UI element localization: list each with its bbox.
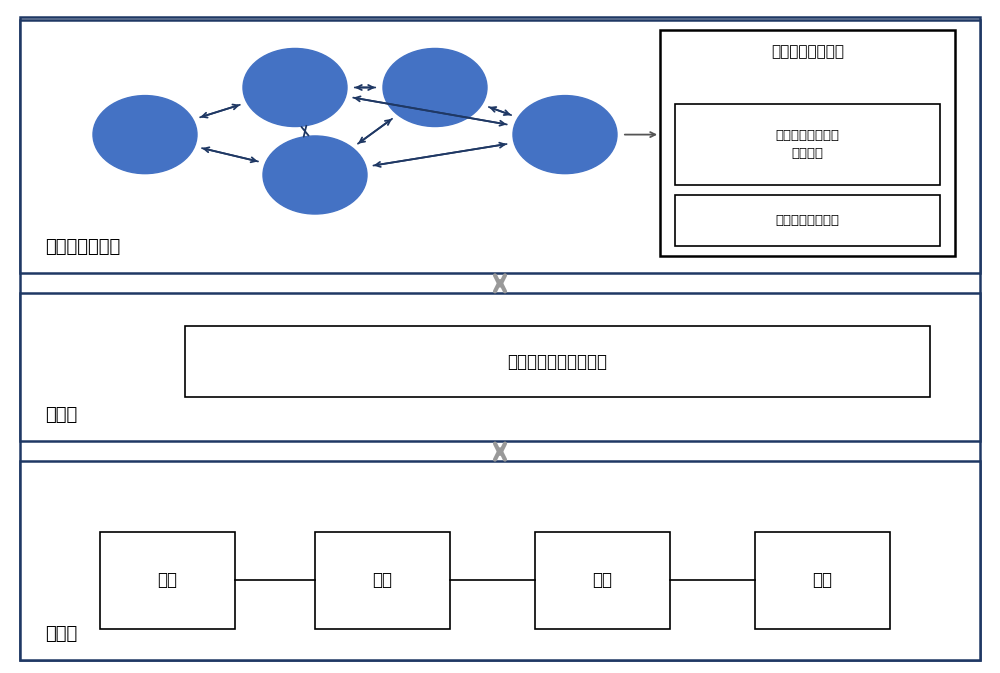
Ellipse shape xyxy=(93,96,197,174)
FancyBboxPatch shape xyxy=(315,532,450,629)
Text: 威胁情报信誉评分计算: 威胁情报信誉评分计算 xyxy=(508,353,608,371)
FancyBboxPatch shape xyxy=(20,461,980,660)
FancyBboxPatch shape xyxy=(20,17,980,660)
FancyBboxPatch shape xyxy=(20,20,980,273)
Text: 多源威胁情报融合: 多源威胁情报融合 xyxy=(776,214,840,227)
Text: 电力物联网云平台: 电力物联网云平台 xyxy=(771,44,844,59)
Text: 区块: 区块 xyxy=(158,571,178,590)
Ellipse shape xyxy=(513,96,617,174)
Text: 区块: 区块 xyxy=(372,571,392,590)
Text: 威胁情报共享层: 威胁情报共享层 xyxy=(45,238,120,256)
Ellipse shape xyxy=(243,48,347,127)
Text: 区块: 区块 xyxy=(592,571,612,590)
Ellipse shape xyxy=(383,48,487,127)
Text: 区块: 区块 xyxy=(812,571,832,590)
FancyBboxPatch shape xyxy=(675,104,940,185)
FancyBboxPatch shape xyxy=(535,532,670,629)
FancyBboxPatch shape xyxy=(660,30,955,256)
FancyBboxPatch shape xyxy=(755,532,890,629)
Text: 信誉层: 信誉层 xyxy=(45,406,77,424)
FancyBboxPatch shape xyxy=(100,532,235,629)
FancyBboxPatch shape xyxy=(185,326,930,397)
FancyBboxPatch shape xyxy=(675,195,940,246)
Text: 威胁情报收集及结
构化表征: 威胁情报收集及结 构化表征 xyxy=(776,129,840,160)
Ellipse shape xyxy=(263,136,367,214)
Text: 执行层: 执行层 xyxy=(45,625,77,643)
FancyBboxPatch shape xyxy=(20,293,980,441)
